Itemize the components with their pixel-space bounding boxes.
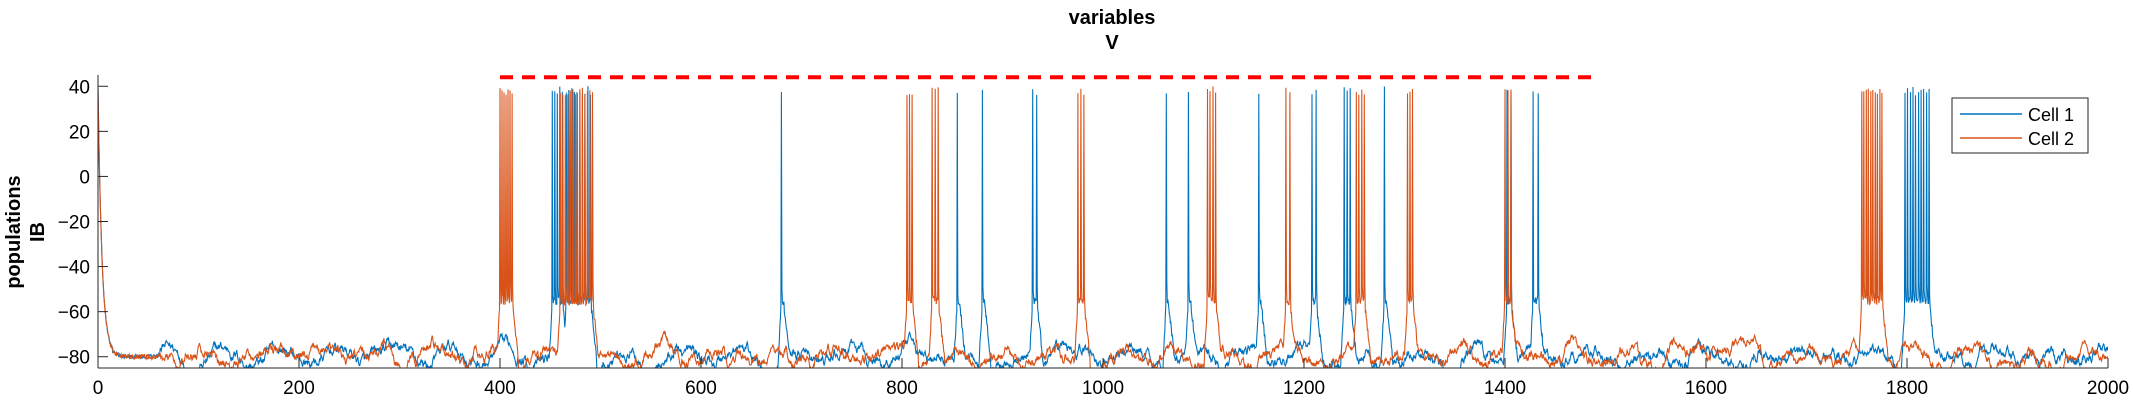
legend: Cell 1 Cell 2 [1951, 97, 2089, 154]
y-tick-label: −40 [58, 258, 90, 279]
y-tick-label: 20 [69, 122, 90, 143]
y-tick-label: −80 [58, 348, 90, 369]
y-tick-label: −20 [58, 213, 90, 234]
x-tick-label: 1200 [1283, 378, 1325, 399]
x-tick-label: 400 [484, 378, 516, 399]
chart-title-line-1: variables [1069, 7, 1156, 29]
x-tick-label: 1600 [1685, 378, 1727, 399]
y-axis-label: populations IB [3, 175, 49, 288]
x-tick-label: 1000 [1082, 378, 1124, 399]
legend-label-cell-1: Cell 1 [2028, 105, 2074, 125]
x-tick-label: 1400 [1484, 378, 1526, 399]
x-tick-label: 2000 [2087, 378, 2129, 399]
y-tick-label: −60 [58, 303, 90, 324]
x-tick-label: 800 [886, 378, 918, 399]
x-tick-label: 1800 [1886, 378, 1928, 399]
y-axis-label-line-1: populations [3, 175, 25, 288]
x-tick-label: 200 [283, 378, 315, 399]
y-axis-label-line-2: IB [27, 222, 49, 242]
chart-title-line-2: V [1105, 32, 1119, 54]
legend-label-cell-2: Cell 2 [2028, 129, 2074, 149]
plot-area: 0 200 400 600 800 1000 1200 1400 1600 1800 2000−80… [58, 75, 2129, 399]
y-tick-label: 0 [79, 167, 90, 188]
x-tick-label: 600 [685, 378, 717, 399]
x-tick-label: 0 [93, 378, 104, 399]
axes-layer: 0 200 400 600 800 1000 1200 1400 1600 1800 2000−80… [58, 75, 2129, 399]
legend-box [1951, 97, 2089, 154]
y-tick-label: 40 [69, 77, 90, 98]
